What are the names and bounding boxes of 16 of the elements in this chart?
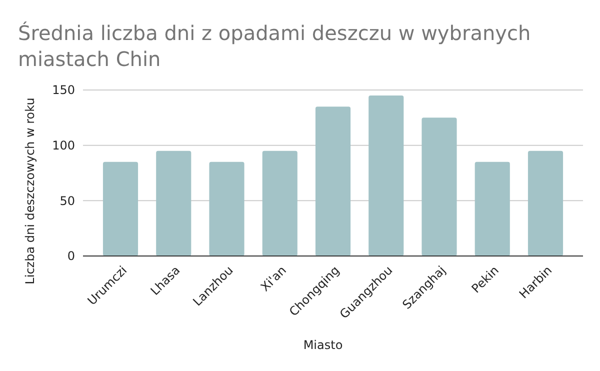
bar (209, 162, 244, 256)
bar (422, 118, 457, 256)
bar (528, 150, 564, 256)
bar (262, 150, 298, 256)
y-tick-label: 150 (52, 83, 75, 98)
bar (102, 162, 138, 256)
chart-title: Średnia liczba dni z opadami deszczu w wybranych miastach Chin (18, 21, 531, 71)
bar (315, 106, 351, 256)
bar (368, 96, 404, 256)
y-axis-title: Liczba dni deszczowych w roku (23, 98, 37, 284)
y-tick-label: 0 (67, 249, 75, 264)
y-tick-label: 50 (60, 194, 75, 208)
x-axis-title: Miasto (303, 338, 343, 352)
bar (474, 162, 510, 256)
y-tick-label: 100 (52, 138, 75, 153)
bar (156, 150, 192, 256)
